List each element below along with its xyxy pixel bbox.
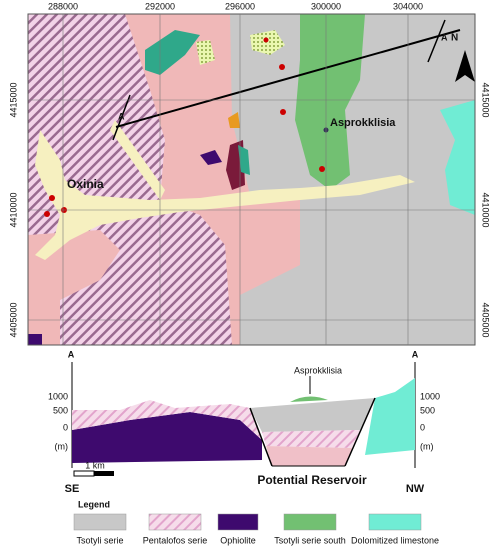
ophiolite xyxy=(200,150,222,165)
elevation-label: 0 xyxy=(420,422,425,432)
legend-label: Tsotyli serie south xyxy=(274,535,346,545)
dolomite xyxy=(440,100,475,215)
site xyxy=(319,166,325,172)
section-label: A xyxy=(441,32,448,42)
scale-bar xyxy=(94,471,114,476)
direction-label: NW xyxy=(406,483,425,495)
elevation-label: 500 xyxy=(420,405,435,415)
direction-label: SE xyxy=(65,483,80,495)
alluvium xyxy=(110,120,165,200)
y-tick-label: 4405000 xyxy=(481,302,491,337)
small-unit xyxy=(228,112,240,128)
x-tick-label: 288000 xyxy=(48,1,78,11)
y-tick-label: 4415000 xyxy=(481,82,491,117)
map-frame xyxy=(27,13,476,346)
elevation-label: 0 xyxy=(63,422,68,432)
x-tick-label: 296000 xyxy=(225,1,255,11)
fault xyxy=(344,397,376,467)
legend-swatch xyxy=(148,513,202,531)
legend-label: Dolomitized limestone xyxy=(351,535,439,545)
y-tick-label: 4405000 xyxy=(8,302,18,337)
y-tick-label: 4410000 xyxy=(481,192,491,227)
legend-label: Tsotyli serie xyxy=(76,535,123,545)
pentalofos-layer xyxy=(72,400,262,440)
elevation-label: 1000 xyxy=(48,391,68,401)
map xyxy=(28,14,475,345)
north-label: N xyxy=(451,33,458,44)
x-tick-label: 292000 xyxy=(145,1,175,11)
pentalofos-layer xyxy=(262,430,360,448)
x-tick-label: 304000 xyxy=(393,1,423,11)
legend-label: Pentalofos serie xyxy=(143,535,208,545)
ophiolite-green xyxy=(145,30,200,75)
sites xyxy=(44,37,325,217)
alluvium xyxy=(35,130,415,260)
section-line xyxy=(115,29,461,128)
y-tick-label: 4410000 xyxy=(8,192,18,227)
scale-bar xyxy=(73,470,95,477)
town-label: Asprokklisia xyxy=(294,365,342,375)
reservoir-label: Potential Reservoir xyxy=(257,473,367,487)
section-end-tick xyxy=(427,19,446,63)
legend: Tsotyli serie Pentalofos serie Ophiolite Ts… xyxy=(73,513,439,545)
pentalofos-layer xyxy=(266,446,352,466)
dotted-unit xyxy=(196,40,215,65)
section-end-tick xyxy=(112,94,131,141)
grid xyxy=(28,14,475,345)
site xyxy=(44,211,50,217)
legend-swatch xyxy=(368,513,422,531)
elevation-label: (m) xyxy=(55,441,69,451)
site xyxy=(279,64,285,70)
tsotyli-south xyxy=(295,14,365,190)
site xyxy=(280,109,286,115)
section-end: A xyxy=(68,349,75,359)
town-label: Asprokklisia xyxy=(330,117,396,129)
y-tick-label: 4415000 xyxy=(8,82,18,117)
site xyxy=(49,195,55,201)
town-label: Oxinia xyxy=(67,177,104,191)
tsotyli-layer xyxy=(250,398,375,432)
north-arrow xyxy=(455,50,475,82)
legend-title: Legend xyxy=(78,499,110,509)
ophiolite-layer xyxy=(72,412,262,463)
cross-section xyxy=(71,362,416,477)
x-tick-label: 300000 xyxy=(311,1,341,11)
site xyxy=(263,37,269,43)
dolomite-layer xyxy=(365,378,415,455)
legend-swatch xyxy=(217,513,259,531)
legend-swatch xyxy=(73,513,127,531)
section-end: A xyxy=(412,349,419,359)
section-label: A xyxy=(118,111,125,121)
elevation-label: 1000 xyxy=(420,391,440,401)
ophiolite-green xyxy=(238,145,250,175)
pentalofos-plain-sw xyxy=(28,230,120,345)
scale-label: 1 km xyxy=(85,460,105,470)
fault xyxy=(249,407,273,467)
legend-swatch xyxy=(283,513,337,531)
elevation-label: 500 xyxy=(53,405,68,415)
dotted-unit xyxy=(250,30,285,55)
elevation-label: (m) xyxy=(420,441,434,451)
ophiolite xyxy=(28,334,42,345)
legend-label: Ophiolite xyxy=(220,535,256,545)
tsotyli-south-layer xyxy=(290,396,328,402)
